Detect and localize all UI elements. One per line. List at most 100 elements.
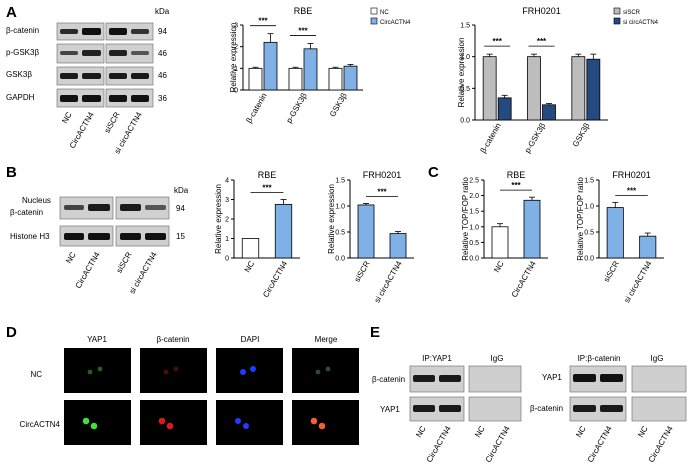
y-tick-label: 0.0	[335, 256, 345, 263]
blot-strip	[631, 396, 687, 422]
blot-band	[109, 73, 127, 79]
y-tick-label: 0	[234, 88, 238, 95]
x-tick-label: NC	[243, 259, 257, 274]
y-tick-label: 3	[234, 23, 238, 30]
x-tick-label: p-GSK3β	[523, 121, 548, 154]
blot-row-label: p-GSK3β	[6, 48, 39, 57]
blot-band	[439, 405, 461, 412]
blot-band	[60, 73, 78, 79]
legend-swatch	[370, 7, 378, 15]
y-tick-label: 1.0	[469, 224, 479, 231]
x-tick-label: GSK3β	[571, 121, 592, 148]
micro-image	[64, 348, 131, 393]
blot-band	[109, 95, 127, 102]
micro-column-label: Merge	[315, 335, 338, 344]
blot-band	[413, 375, 435, 382]
micro-column-label: β-catenin	[156, 335, 189, 344]
y-tick-label: 1	[234, 66, 238, 73]
y-tick-label: 2.0	[469, 193, 479, 200]
bar	[497, 97, 512, 121]
micro-cell	[250, 366, 256, 372]
blot-strip-right	[105, 22, 154, 41]
blot-strip-right	[105, 88, 154, 108]
blot-band	[131, 73, 149, 79]
y-tick-label: 0.5	[584, 230, 594, 237]
blot-row-label: GSK3β	[6, 70, 32, 79]
blot-band	[573, 374, 596, 382]
blot-row-label: β-catenin	[372, 375, 405, 384]
significance-label: ***	[262, 184, 272, 193]
blot-band	[120, 204, 141, 211]
blot-row-kda: 46	[158, 49, 167, 58]
y-axis-label: Relative expression	[457, 38, 466, 108]
blot-row-label: Nucleus	[22, 196, 51, 205]
y-tick-label: 1.0	[460, 54, 470, 61]
bar	[263, 41, 278, 91]
lane-label: NC	[636, 424, 650, 439]
blot-strip-left	[59, 196, 114, 220]
lane-label: siSCR	[115, 250, 134, 274]
panel-letter-d: D	[6, 324, 17, 341]
micro-cell	[325, 366, 331, 372]
significance-label: ***	[377, 187, 387, 196]
lane-label: CircACTN4	[425, 424, 453, 464]
bar	[343, 65, 358, 91]
bar	[389, 233, 407, 259]
micro-cell	[166, 422, 174, 430]
blot-strip-left	[56, 43, 105, 64]
x-tick-label: CircACTN4	[261, 259, 289, 299]
chart-title: RBE	[258, 170, 277, 180]
blot-band	[60, 51, 78, 55]
blot-strip-left	[59, 225, 114, 247]
micro-cell	[82, 417, 90, 425]
blot-band	[573, 405, 596, 412]
blot-strip-left	[56, 66, 105, 86]
micro-cell	[240, 369, 246, 375]
y-tick-label: 1.0	[584, 204, 594, 211]
blot-band	[109, 28, 127, 35]
blot-band	[131, 29, 149, 34]
y-tick-label: 1.5	[460, 23, 470, 30]
y-tick-label: 1.5	[469, 209, 479, 216]
blot-band	[82, 73, 101, 79]
blot-band	[145, 233, 166, 240]
panel-e-coip-right: IP:β-catenin IgG YAP1 β-catenin NC CircA…	[530, 354, 687, 464]
bar	[274, 203, 293, 259]
significance-label: ***	[258, 17, 268, 26]
lane-label: NC	[414, 424, 428, 439]
chart-title: FRH0201	[522, 6, 561, 16]
bar	[357, 204, 375, 259]
micro-cell	[173, 366, 179, 372]
legend-swatch	[613, 7, 621, 15]
y-tick-label: 1	[225, 236, 229, 243]
blot-row-label: β-catenin	[10, 208, 43, 217]
y-tick-label: 1.5	[335, 178, 345, 185]
bar	[248, 67, 263, 91]
micro-row-label: NC	[30, 370, 42, 379]
micro-cell	[97, 366, 103, 372]
igg-label: IgG	[651, 354, 664, 363]
blot-band	[88, 204, 110, 211]
blot-band	[600, 405, 623, 412]
y-tick-label: 1.5	[584, 178, 594, 185]
chart-title: RBE	[294, 6, 313, 16]
blot-row-kda: 94	[158, 27, 167, 36]
y-tick-label: 4	[225, 178, 229, 185]
blot-band	[82, 28, 101, 35]
y-tick-label: 0.5	[460, 86, 470, 93]
micro-image	[216, 348, 283, 393]
blot-row-kda: 36	[158, 94, 167, 103]
micro-cell	[87, 369, 93, 375]
micro-cell	[318, 422, 326, 430]
micro-row-label: CircACTN4	[20, 420, 61, 429]
legend-label: siSCR	[623, 10, 641, 16]
blot-row-kda: 46	[158, 71, 167, 80]
lane-label: CircACTN4	[647, 424, 675, 464]
legend-swatch	[370, 17, 378, 25]
lane-label: CircACTN4	[484, 424, 512, 464]
significance-label: ***	[537, 37, 547, 46]
blot-band	[600, 374, 623, 382]
chart-c-frh0201: FRH0201 Relative TOP/FOP ratio 0.0 0.5 1.0 1.…	[576, 170, 664, 304]
